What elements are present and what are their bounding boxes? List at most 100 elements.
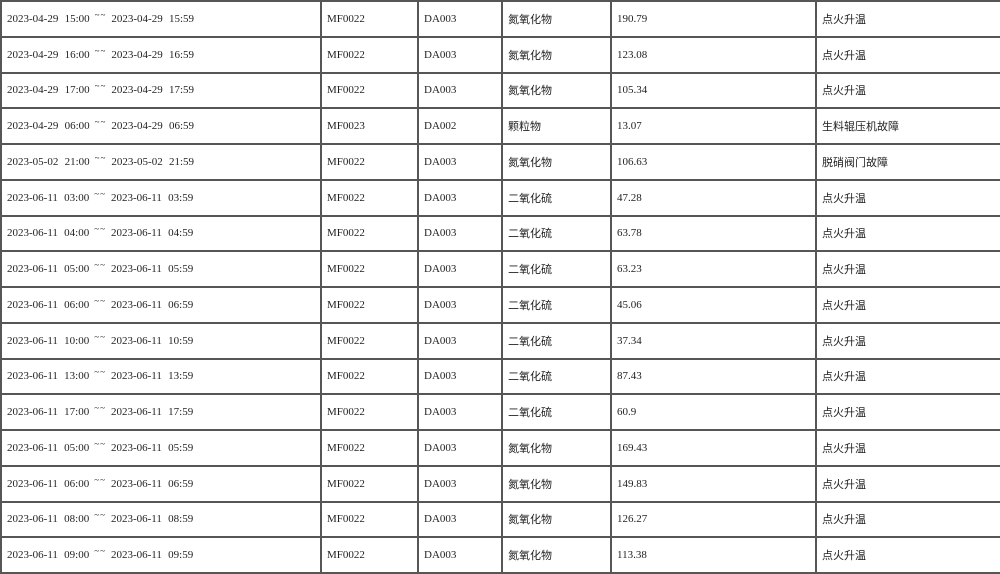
time-start: 2023-06-11 06:00	[7, 298, 90, 311]
cell-reason: 点火升温	[815, 536, 1000, 574]
time-range-separator: ~~	[94, 510, 106, 521]
cell-point-code: DA003	[417, 500, 503, 539]
cell-value: 37.34	[610, 321, 817, 360]
time-end: 2023-06-11 09:59	[110, 549, 194, 562]
time-end: 2023-06-11 03:59	[110, 191, 194, 204]
cell-device-code: MF0022	[320, 321, 419, 360]
cell-reason: 点火升温	[815, 464, 1000, 503]
cell-pollutant: 二氧化硫	[501, 250, 612, 288]
time-range-separator: ~~	[94, 45, 107, 56]
time-start: 2023-06-11 17:00	[7, 406, 90, 419]
time-end: 2023-06-11 06:59	[110, 298, 194, 311]
cell-value: 123.08	[610, 35, 817, 74]
time-start: 2023-06-11 06:00	[7, 477, 90, 490]
cell-device-code: MF0022	[320, 500, 419, 539]
cell-pollutant: 氮氧化物	[501, 464, 612, 503]
cell-time-range: 2023-06-11 05:00 ~~ 2023-06-11 05:59	[0, 429, 322, 467]
cell-time-range: 2023-06-11 06:00 ~~ 2023-06-11 06:59	[0, 464, 322, 503]
cell-point-code: DA003	[417, 321, 503, 360]
cell-device-code: MF0022	[320, 214, 419, 253]
cell-device-code: MF0022	[320, 143, 419, 181]
cell-point-code: DA003	[417, 0, 503, 38]
cell-device-code: MF0022	[320, 71, 419, 110]
time-end: 2023-05-02 21:59	[111, 155, 195, 168]
time-start: 2023-04-29 16:00	[7, 48, 90, 61]
time-range-separator: ~~	[94, 152, 107, 163]
cell-time-range: 2023-06-11 13:00 ~~ 2023-06-11 13:59	[0, 357, 322, 396]
time-range-separator: ~~	[94, 546, 106, 557]
cell-reason: 点火升温	[815, 393, 1000, 431]
time-end: 2023-06-11 06:59	[110, 477, 194, 490]
cell-time-range: 2023-06-11 06:00 ~~ 2023-06-11 06:59	[0, 286, 322, 324]
cell-point-code: DA003	[417, 71, 503, 110]
cell-time-range: 2023-04-29 17:00 ~~ 2023-04-29 17:59	[0, 71, 322, 110]
table-row: 2023-06-11 03:00 ~~ 2023-06-11 03:59 MF002…	[0, 178, 1000, 217]
cell-reason: 点火升温	[815, 357, 1000, 396]
cell-value: 87.43	[610, 357, 817, 396]
cell-point-code: DA003	[417, 35, 503, 74]
cell-pollutant: 颗粒物	[501, 107, 612, 145]
cell-point-code: DA003	[417, 178, 503, 217]
cell-pollutant: 氮氧化物	[501, 429, 612, 467]
cell-reason: 点火升温	[815, 71, 1000, 110]
cell-point-code: DA003	[417, 536, 503, 574]
time-start: 2023-06-11 03:00	[7, 191, 90, 204]
cell-reason: 点火升温	[815, 250, 1000, 288]
table-row: 2023-06-11 10:00 ~~ 2023-06-11 10:59 MF002…	[0, 321, 1000, 360]
cell-reason: 点火升温	[815, 500, 1000, 539]
cell-reason: 点火升温	[815, 214, 1000, 253]
time-start: 2023-06-11 05:00	[7, 441, 90, 454]
time-range-separator: ~~	[94, 331, 106, 342]
cell-point-code: DA002	[417, 107, 503, 145]
time-start: 2023-04-29 17:00	[7, 84, 90, 97]
cell-time-range: 2023-06-11 04:00 ~~ 2023-06-11 04:59	[0, 214, 322, 253]
time-range-separator: ~~	[94, 188, 106, 199]
time-range-separator: ~~	[94, 438, 106, 449]
time-range-separator: ~~	[94, 117, 107, 128]
cell-pollutant: 二氧化硫	[501, 178, 612, 217]
cell-time-range: 2023-04-29 16:00 ~~ 2023-04-29 16:59	[0, 35, 322, 74]
cell-pollutant: 二氧化硫	[501, 214, 612, 253]
cell-device-code: MF0022	[320, 178, 419, 217]
cell-pollutant: 二氧化硫	[501, 393, 612, 431]
time-end: 2023-04-29 17:59	[111, 84, 195, 97]
cell-pollutant: 二氧化硫	[501, 286, 612, 324]
time-end: 2023-06-11 04:59	[110, 227, 194, 240]
cell-value: 149.83	[610, 464, 817, 503]
cell-value: 105.34	[610, 71, 817, 110]
cell-value: 13.07	[610, 107, 817, 145]
cell-reason: 点火升温	[815, 321, 1000, 360]
cell-pollutant: 二氧化硫	[501, 321, 612, 360]
cell-device-code: MF0022	[320, 464, 419, 503]
cell-time-range: 2023-06-11 17:00 ~~ 2023-06-11 17:59	[0, 393, 322, 431]
time-range-separator: ~~	[94, 403, 106, 414]
cell-pollutant: 氮氧化物	[501, 35, 612, 74]
time-start: 2023-05-02 21:00	[7, 155, 90, 168]
time-range-separator: ~~	[94, 367, 106, 378]
time-end: 2023-04-29 16:59	[111, 48, 195, 61]
cell-point-code: DA003	[417, 357, 503, 396]
cell-value: 113.38	[610, 536, 817, 574]
cell-pollutant: 氮氧化物	[501, 143, 612, 181]
cell-point-code: DA003	[417, 393, 503, 431]
table-row: 2023-06-11 04:00 ~~ 2023-06-11 04:59 MF002…	[0, 214, 1000, 253]
cell-value: 190.79	[610, 0, 817, 38]
cell-pollutant: 氮氧化物	[501, 500, 612, 539]
cell-point-code: DA003	[417, 143, 503, 181]
table-row: 2023-06-11 05:00 ~~ 2023-06-11 05:59 MF002…	[0, 429, 1000, 467]
cell-reason: 点火升温	[815, 178, 1000, 217]
time-start: 2023-06-11 13:00	[7, 370, 90, 383]
time-end: 2023-06-11 08:59	[110, 513, 194, 526]
table-row: 2023-04-29 06:00 ~~ 2023-04-29 06:59 MF002…	[0, 107, 1000, 145]
cell-value: 45.06	[610, 286, 817, 324]
time-range-separator: ~~	[94, 81, 107, 92]
time-end: 2023-04-29 15:59	[111, 12, 195, 25]
cell-pollutant: 氮氧化物	[501, 0, 612, 38]
cell-reason: 点火升温	[815, 286, 1000, 324]
time-end: 2023-06-11 05:59	[110, 263, 194, 276]
cell-device-code: MF0022	[320, 429, 419, 467]
time-end: 2023-06-11 13:59	[110, 370, 194, 383]
cell-pollutant: 二氧化硫	[501, 357, 612, 396]
table-row: 2023-04-29 16:00 ~~ 2023-04-29 16:59 MF002…	[0, 35, 1000, 74]
cell-point-code: DA003	[417, 214, 503, 253]
